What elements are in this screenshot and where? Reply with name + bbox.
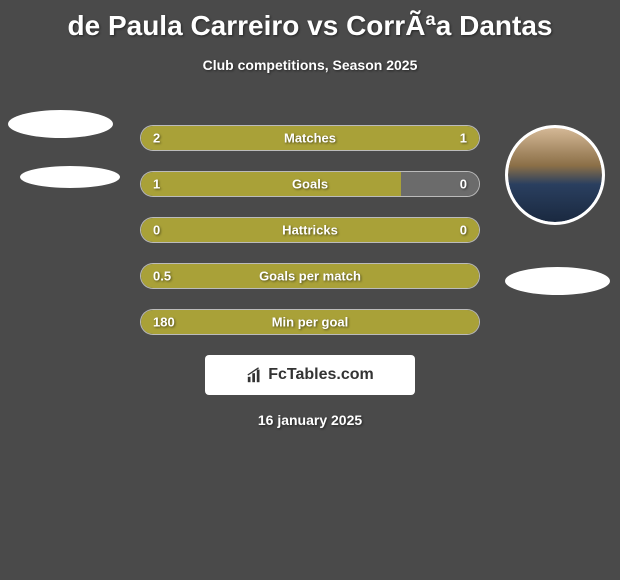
stat-value-left: 2 [153, 131, 160, 146]
stat-label: Goals per match [259, 269, 361, 284]
avatar-image [508, 128, 602, 222]
player-right-avatar [505, 125, 605, 225]
logo-text: FcTables.com [268, 366, 374, 384]
stat-label: Goals [292, 177, 328, 192]
stat-value-left: 0 [153, 223, 160, 238]
decorative-ellipse [8, 110, 113, 138]
date-label: 16 january 2025 [258, 412, 362, 428]
stat-value-right: 0 [460, 177, 467, 192]
player-right-block [505, 125, 610, 295]
stat-label: Matches [284, 131, 336, 146]
stat-value-right: 0 [460, 223, 467, 238]
decorative-ellipse [505, 267, 610, 295]
chart-icon [246, 366, 264, 384]
decorative-ellipse [20, 166, 120, 188]
stat-row: 0.5 Goals per match [140, 263, 480, 289]
stat-value-right: 1 [460, 131, 467, 146]
stat-value-left: 0.5 [153, 269, 171, 284]
stat-label: Hattricks [282, 223, 338, 238]
stat-row: 2 Matches 1 [140, 125, 480, 151]
stat-value-left: 1 [153, 177, 160, 192]
stat-row: 180 Min per goal [140, 309, 480, 335]
stat-row: 1 Goals 0 [140, 171, 480, 197]
site-logo-box[interactable]: FcTables.com [205, 355, 415, 395]
stat-value-left: 180 [153, 315, 175, 330]
player-left-block [10, 120, 120, 188]
stat-bar-left [141, 172, 401, 196]
stat-label: Min per goal [272, 315, 349, 330]
stats-container: 2 Matches 1 1 Goals 0 0 Hattricks 0 0.5 Goals per … [140, 125, 480, 355]
page-title: de Paula Carreiro vs CorrÃªa Dantas [0, 0, 620, 42]
stat-row: 0 Hattricks 0 [140, 217, 480, 243]
subtitle: Club competitions, Season 2025 [0, 57, 620, 73]
stat-bar-left [141, 126, 405, 150]
stat-bar-right [401, 172, 479, 196]
stat-bar-right [405, 126, 479, 150]
